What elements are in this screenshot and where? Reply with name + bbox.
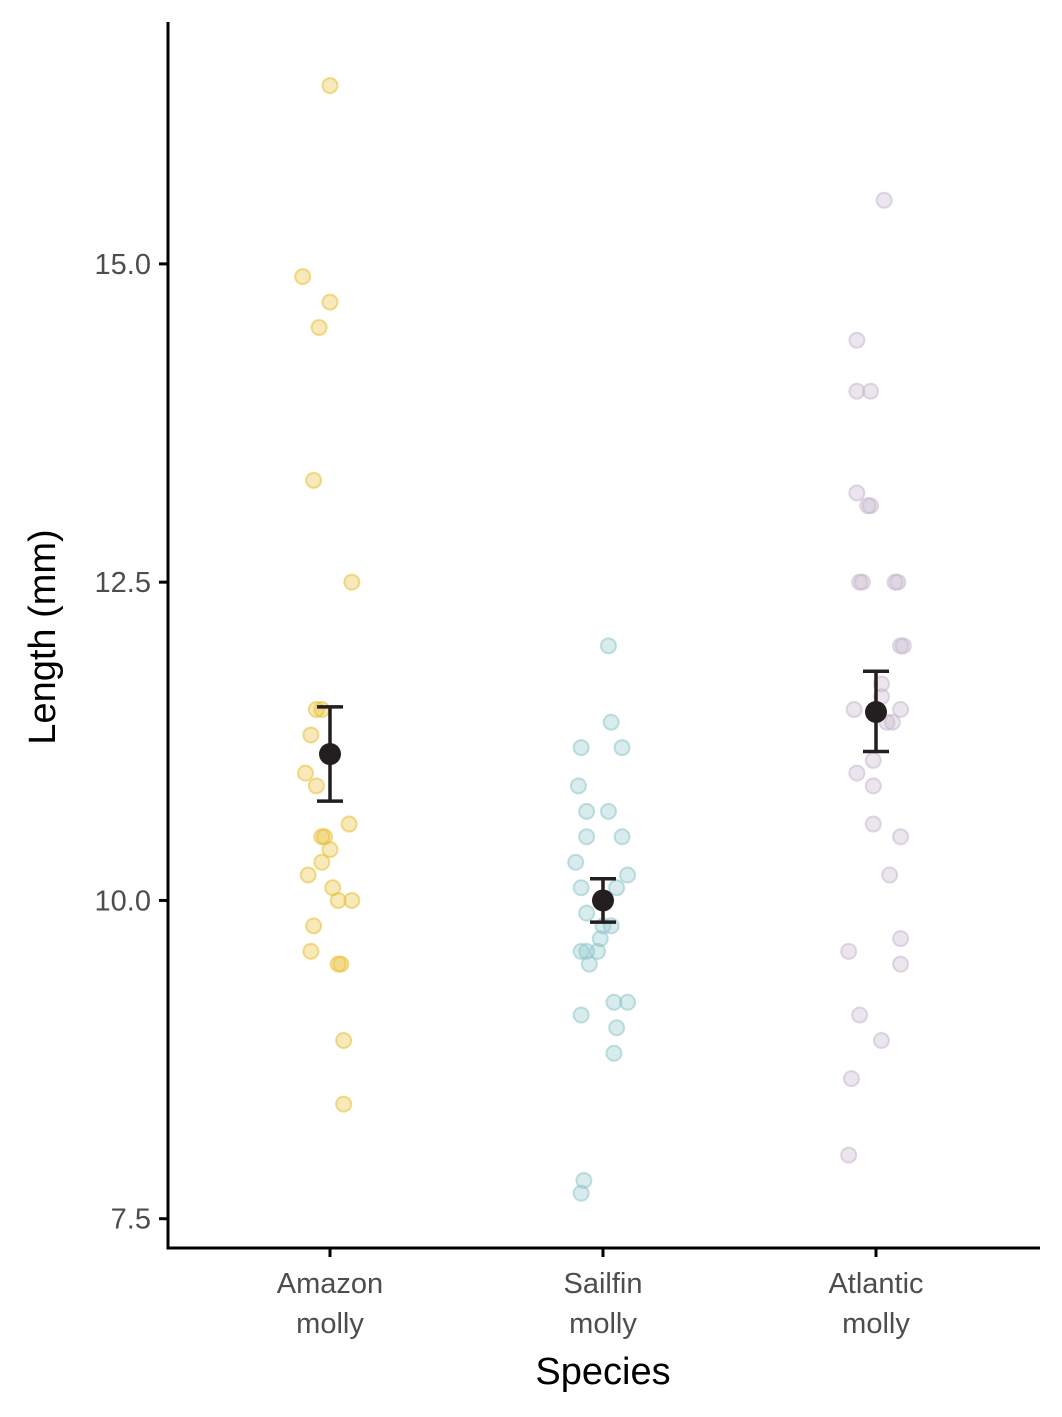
data-point-sailfin bbox=[575, 1172, 593, 1190]
data-point-sailfin bbox=[572, 942, 590, 960]
data-point-amazon bbox=[305, 917, 323, 935]
data-point-sailfin bbox=[567, 853, 585, 871]
data-point-atlantic bbox=[892, 930, 910, 948]
data-point-amazon bbox=[343, 573, 361, 591]
data-point-atlantic bbox=[848, 764, 866, 782]
data-point-amazon bbox=[307, 777, 325, 795]
data-point-atlantic bbox=[864, 751, 882, 769]
data-point-atlantic bbox=[840, 1146, 858, 1164]
data-point-amazon bbox=[310, 319, 328, 337]
data-point-atlantic bbox=[842, 1070, 860, 1088]
data-point-atlantic bbox=[848, 484, 866, 502]
data-point-atlantic bbox=[848, 331, 866, 349]
data-point-sailfin bbox=[613, 739, 631, 757]
data-point-atlantic bbox=[892, 700, 910, 718]
data-point-amazon bbox=[335, 1095, 353, 1113]
data-point-sailfin bbox=[589, 942, 607, 960]
jitter-points bbox=[294, 77, 912, 1202]
data-point-atlantic bbox=[883, 713, 901, 731]
data-point-amazon bbox=[294, 268, 312, 286]
data-point-amazon bbox=[321, 841, 339, 859]
data-point-amazon bbox=[329, 955, 347, 973]
data-point-atlantic bbox=[845, 700, 863, 718]
data-point-amazon bbox=[313, 853, 331, 871]
data-point-amazon bbox=[321, 77, 339, 95]
mean-point-atlantic bbox=[865, 701, 887, 724]
data-point-sailfin bbox=[591, 930, 609, 948]
y-tick-label: 12.5 bbox=[95, 567, 151, 599]
data-point-atlantic bbox=[894, 637, 912, 655]
data-point-amazon bbox=[299, 866, 317, 884]
data-point-amazon bbox=[343, 891, 361, 909]
data-point-sailfin bbox=[572, 739, 590, 757]
mean-errorbars bbox=[317, 669, 889, 924]
y-tick-label: 15.0 bbox=[95, 249, 151, 281]
mean-point-amazon bbox=[319, 743, 341, 766]
data-point-sailfin bbox=[599, 802, 617, 820]
data-point-sailfin bbox=[608, 1019, 626, 1037]
data-point-atlantic bbox=[889, 573, 907, 591]
data-point-sailfin bbox=[578, 904, 596, 922]
data-point-amazon bbox=[340, 815, 358, 833]
mean-point-sailfin bbox=[592, 889, 614, 912]
data-point-atlantic bbox=[848, 382, 866, 400]
data-point-atlantic bbox=[864, 815, 882, 833]
y-tick-label: 7.5 bbox=[111, 1204, 151, 1236]
x-tick-label: Sailfin bbox=[564, 1268, 643, 1300]
data-point-atlantic bbox=[892, 955, 910, 973]
data-point-atlantic bbox=[853, 573, 871, 591]
x-tick-label: molly bbox=[842, 1308, 910, 1340]
data-point-sailfin bbox=[619, 993, 637, 1011]
data-point-amazon bbox=[329, 891, 347, 909]
data-point-sailfin bbox=[578, 828, 596, 846]
x-tick-label: Amazon bbox=[277, 1268, 383, 1300]
data-point-atlantic bbox=[881, 866, 899, 884]
data-point-sailfin bbox=[605, 993, 623, 1011]
x-tick-label: molly bbox=[296, 1308, 364, 1340]
y-axis-ticks: 7.5 10.0 12.5 15.0 bbox=[95, 249, 168, 1236]
data-point-sailfin bbox=[608, 879, 626, 897]
y-axis-title: Length (mm) bbox=[22, 529, 64, 744]
data-point-sailfin bbox=[605, 1044, 623, 1062]
x-axis-ticks: Amazon molly Sailfin molly Atlantic molly bbox=[277, 1248, 924, 1340]
data-point-sailfin bbox=[569, 777, 587, 795]
data-point-atlantic bbox=[862, 382, 880, 400]
data-point-amazon bbox=[335, 1031, 353, 1049]
data-point-amazon bbox=[313, 700, 331, 718]
data-point-sailfin bbox=[599, 637, 617, 655]
data-point-amazon bbox=[302, 726, 320, 744]
data-point-sailfin bbox=[602, 713, 620, 731]
data-point-atlantic bbox=[851, 1006, 869, 1024]
data-point-sailfin bbox=[613, 828, 631, 846]
data-point-sailfin bbox=[578, 802, 596, 820]
data-point-atlantic bbox=[862, 497, 880, 515]
data-point-amazon bbox=[321, 293, 339, 311]
data-point-atlantic bbox=[875, 191, 893, 209]
data-point-sailfin bbox=[619, 866, 637, 884]
data-point-atlantic bbox=[840, 942, 858, 960]
data-point-amazon bbox=[305, 471, 323, 489]
data-point-sailfin bbox=[572, 1184, 590, 1202]
data-point-atlantic bbox=[872, 1031, 890, 1049]
data-point-atlantic bbox=[864, 777, 882, 795]
data-point-sailfin bbox=[572, 1006, 590, 1024]
data-point-amazon bbox=[302, 942, 320, 960]
y-tick-label: 10.0 bbox=[95, 885, 151, 917]
x-tick-label: molly bbox=[569, 1308, 637, 1340]
x-axis-title: Species bbox=[535, 1351, 670, 1393]
x-tick-label: Atlantic bbox=[828, 1268, 923, 1300]
data-point-sailfin bbox=[572, 879, 590, 897]
data-point-amazon bbox=[296, 764, 314, 782]
data-point-sailfin bbox=[580, 955, 598, 973]
data-point-atlantic bbox=[892, 828, 910, 846]
